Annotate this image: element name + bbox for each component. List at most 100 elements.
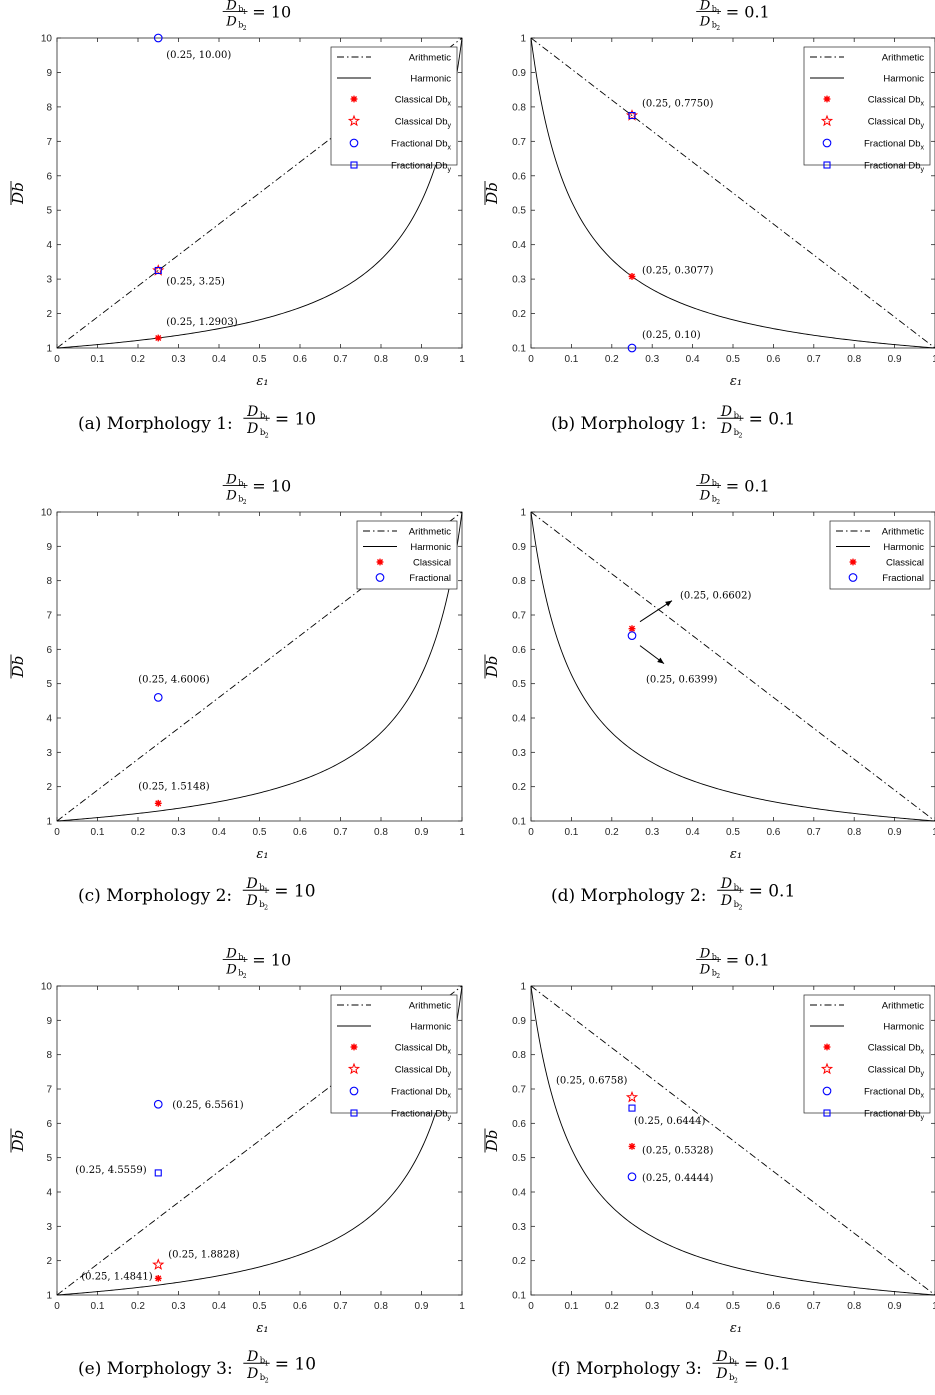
chart-title-denominator: D xyxy=(699,14,711,29)
caption-fraction-denominator: D xyxy=(720,421,732,437)
legend-label: Classical Dby xyxy=(868,117,925,130)
y-tick-label: 0.9 xyxy=(512,68,526,79)
chart-title-num-sub: b xyxy=(712,5,717,14)
data-point-fractional-dby xyxy=(154,266,162,275)
caption-fraction-numerator: D xyxy=(246,876,258,892)
x-tick-label: 0.7 xyxy=(334,827,348,838)
chart-title-denominator: D xyxy=(225,488,237,503)
annotation-label: (0.25, 3.25) xyxy=(166,277,225,288)
caption-prefix: (c) Morphology 2: xyxy=(78,886,232,906)
y-tick-label: 0.7 xyxy=(512,137,526,148)
y-tick-label: 0.6 xyxy=(512,171,526,182)
y-tick-label: 0.4 xyxy=(512,1188,526,1199)
chart-title-den-subsub: 2 xyxy=(243,973,247,980)
caption-fraction-num-sub: b xyxy=(729,1356,735,1366)
x-tick-label: 0.5 xyxy=(726,354,740,365)
legend-label: Classical Dby xyxy=(395,1065,452,1078)
y-tick-label: 3 xyxy=(46,748,52,759)
y-tick-label: 6 xyxy=(46,171,52,182)
x-tick-label: 0.2 xyxy=(131,354,145,365)
legend-marker xyxy=(822,138,832,148)
caption-fraction-num-sub: b xyxy=(734,883,740,893)
legend-marker xyxy=(849,558,857,566)
chart-title-numerator: D xyxy=(225,946,237,961)
x-axis-label: ε₁ xyxy=(730,374,742,389)
x-tick-label: 0.9 xyxy=(415,827,429,838)
y-tick-label: 0.6 xyxy=(512,645,526,656)
y-tick-label: 2 xyxy=(46,782,52,793)
harmonic-curve xyxy=(530,985,935,1296)
y-tick-label: 2 xyxy=(46,1256,52,1267)
legend: Arithmetic Harmonic Classical Dbx Classical… xyxy=(330,994,458,1122)
legend-label: Classical Dbx xyxy=(395,95,452,108)
y-tick-label: 7 xyxy=(46,137,52,148)
chart-title-den-sub: b xyxy=(238,21,243,30)
data-point-classical-dbx xyxy=(154,1274,162,1282)
y-tick-label: 0.6 xyxy=(512,1119,526,1130)
annotation-label: (0.25, 6.5561) xyxy=(172,1100,244,1111)
x-tick-label: 0.8 xyxy=(847,354,861,365)
x-tick-label: 0.3 xyxy=(172,1301,186,1312)
legend-marker xyxy=(350,161,358,169)
x-tick-label: 0.6 xyxy=(766,354,780,365)
caption-fraction-den-sub: b xyxy=(259,900,265,910)
chart-title-num-sub: b xyxy=(238,479,243,488)
caption-prefix: (f) Morphology 3: xyxy=(551,1359,702,1379)
legend-label: Fractional Dbx xyxy=(864,139,925,152)
legend-marker xyxy=(820,114,834,127)
arithmetic-line xyxy=(530,37,935,349)
y-tick-label: 7 xyxy=(46,1085,52,1096)
legend-marker xyxy=(820,1062,834,1075)
y-axis-label: Db xyxy=(483,182,501,205)
y-tick-label: 1 xyxy=(46,1291,52,1302)
y-tick-label: 1 xyxy=(520,982,526,993)
x-tick-label: 0.7 xyxy=(334,354,348,365)
chart-title-value: = 10 xyxy=(252,951,291,970)
caption-fraction-value: = 0.1 xyxy=(749,410,796,430)
y-axis-label: Db xyxy=(483,656,501,679)
legend-label: Harmonic xyxy=(883,542,924,553)
x-tick-label: 0.7 xyxy=(334,1301,348,1312)
annotation-label: (0.25, 0.6444) xyxy=(634,1116,706,1127)
annotation-label: (0.25, 1.8828) xyxy=(168,1250,240,1261)
caption-fraction-denominator: D xyxy=(246,421,258,437)
x-tick-label: 0 xyxy=(528,1301,534,1312)
legend-label: Fractional Dby xyxy=(391,161,452,174)
chart-title-den-subsub: 2 xyxy=(716,973,720,980)
x-tick-label: 0.1 xyxy=(91,827,105,838)
annotation-arrowhead xyxy=(657,657,664,664)
y-tick-label: 1 xyxy=(46,344,52,355)
legend: Arithmetic Harmonic Classical Dbx Classical… xyxy=(330,46,458,174)
caption-fraction-numerator: D xyxy=(715,1349,727,1365)
x-tick-label: 0 xyxy=(528,354,534,365)
y-tick-label: 3 xyxy=(46,275,52,286)
legend-label: Classical xyxy=(886,558,924,569)
x-tick-label: 0.6 xyxy=(293,1301,307,1312)
arithmetic-line xyxy=(530,985,935,1296)
legend-marker xyxy=(350,1043,358,1051)
x-tick-label: 0.6 xyxy=(293,827,307,838)
data-point-classical-dby xyxy=(625,109,639,121)
caption-fraction-denominator: D xyxy=(720,893,732,909)
chart-title-num-sub: b xyxy=(238,953,243,962)
legend-label: Classical Dbx xyxy=(868,95,925,108)
y-tick-label: 10 xyxy=(41,508,53,519)
caption-fraction-numerator: D xyxy=(720,876,732,892)
legend-marker xyxy=(376,558,384,566)
caption-prefix: (e) Morphology 3: xyxy=(78,1359,233,1379)
y-tick-label: 8 xyxy=(46,1050,52,1061)
x-tick-label: 0.4 xyxy=(686,827,700,838)
legend-marker xyxy=(347,1062,361,1075)
y-tick-label: 7 xyxy=(46,611,52,622)
legend-label: Arithmetic xyxy=(409,527,451,538)
caption-fraction-denominator: D xyxy=(715,1366,727,1382)
x-tick-label: 0 xyxy=(528,827,534,838)
chart-title-den-sub: b xyxy=(712,21,717,30)
y-axis-label: Db xyxy=(483,1130,501,1153)
chart-title-den-sub: b xyxy=(712,495,717,504)
legend-marker xyxy=(349,138,359,148)
chart-title-den-subsub: 2 xyxy=(243,25,247,32)
x-tick-label: 0.7 xyxy=(807,354,821,365)
legend-label: Fractional xyxy=(882,573,924,584)
